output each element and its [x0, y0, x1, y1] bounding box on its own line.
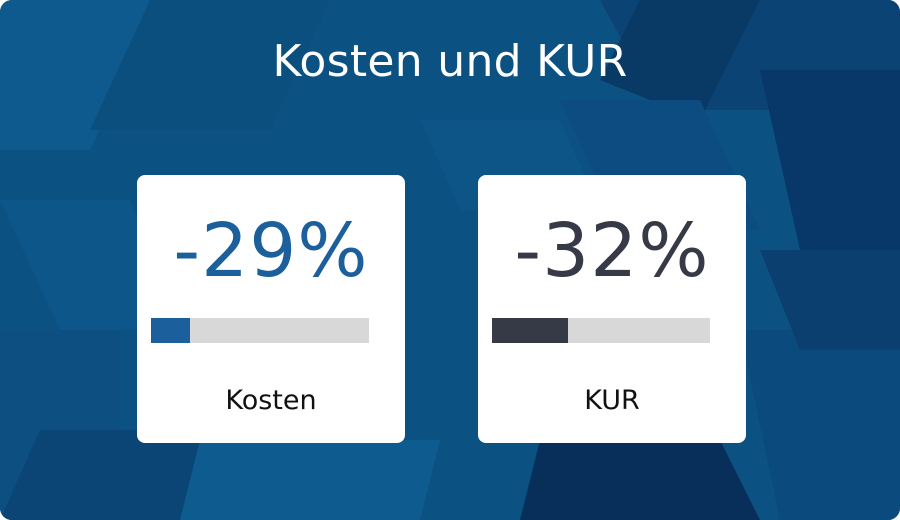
kur-progress-fill [492, 318, 569, 343]
page-title: Kosten und KUR [272, 36, 628, 87]
kosten-progress-bar [151, 318, 369, 343]
kur-progress-bar [492, 318, 710, 343]
kur-card: -32% KUR [478, 175, 746, 443]
kosten-card: -29% Kosten [137, 175, 405, 443]
kur-value: -32% [514, 208, 710, 294]
kosten-label: Kosten [225, 385, 317, 416]
kur-label: KUR [584, 385, 640, 416]
kosten-value: -29% [173, 208, 369, 294]
kosten-progress-fill [151, 318, 191, 343]
